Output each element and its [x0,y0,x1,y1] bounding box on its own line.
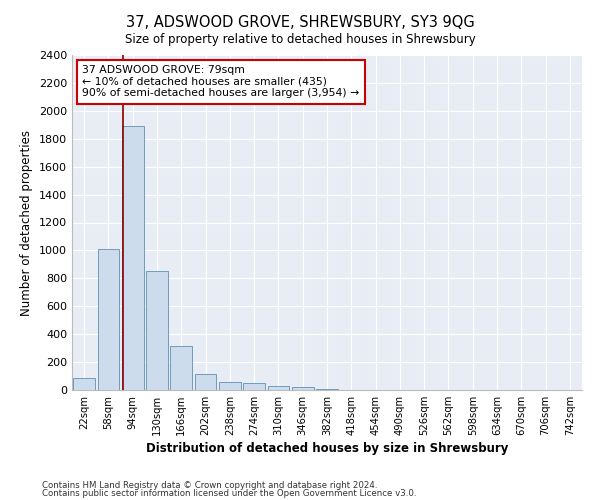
Bar [292,387,314,390]
Text: Contains HM Land Registry data © Crown copyright and database right 2024.: Contains HM Land Registry data © Crown c… [42,480,377,490]
Bar [170,346,192,390]
Bar [73,378,95,390]
Bar [194,374,217,390]
Text: Size of property relative to detached houses in Shrewsbury: Size of property relative to detached ho… [125,32,475,46]
X-axis label: Distribution of detached houses by size in Shrewsbury: Distribution of detached houses by size … [146,442,508,455]
Bar [268,386,289,390]
Bar [122,126,143,390]
Text: Contains public sector information licensed under the Open Government Licence v3: Contains public sector information licen… [42,489,416,498]
Text: 37, ADSWOOD GROVE, SHREWSBURY, SY3 9QG: 37, ADSWOOD GROVE, SHREWSBURY, SY3 9QG [125,15,475,30]
Bar [219,382,241,390]
Y-axis label: Number of detached properties: Number of detached properties [20,130,34,316]
Bar [97,249,119,390]
Text: 37 ADSWOOD GROVE: 79sqm
← 10% of detached houses are smaller (435)
90% of semi-d: 37 ADSWOOD GROVE: 79sqm ← 10% of detache… [82,65,359,98]
Bar [243,384,265,390]
Bar [146,270,168,390]
